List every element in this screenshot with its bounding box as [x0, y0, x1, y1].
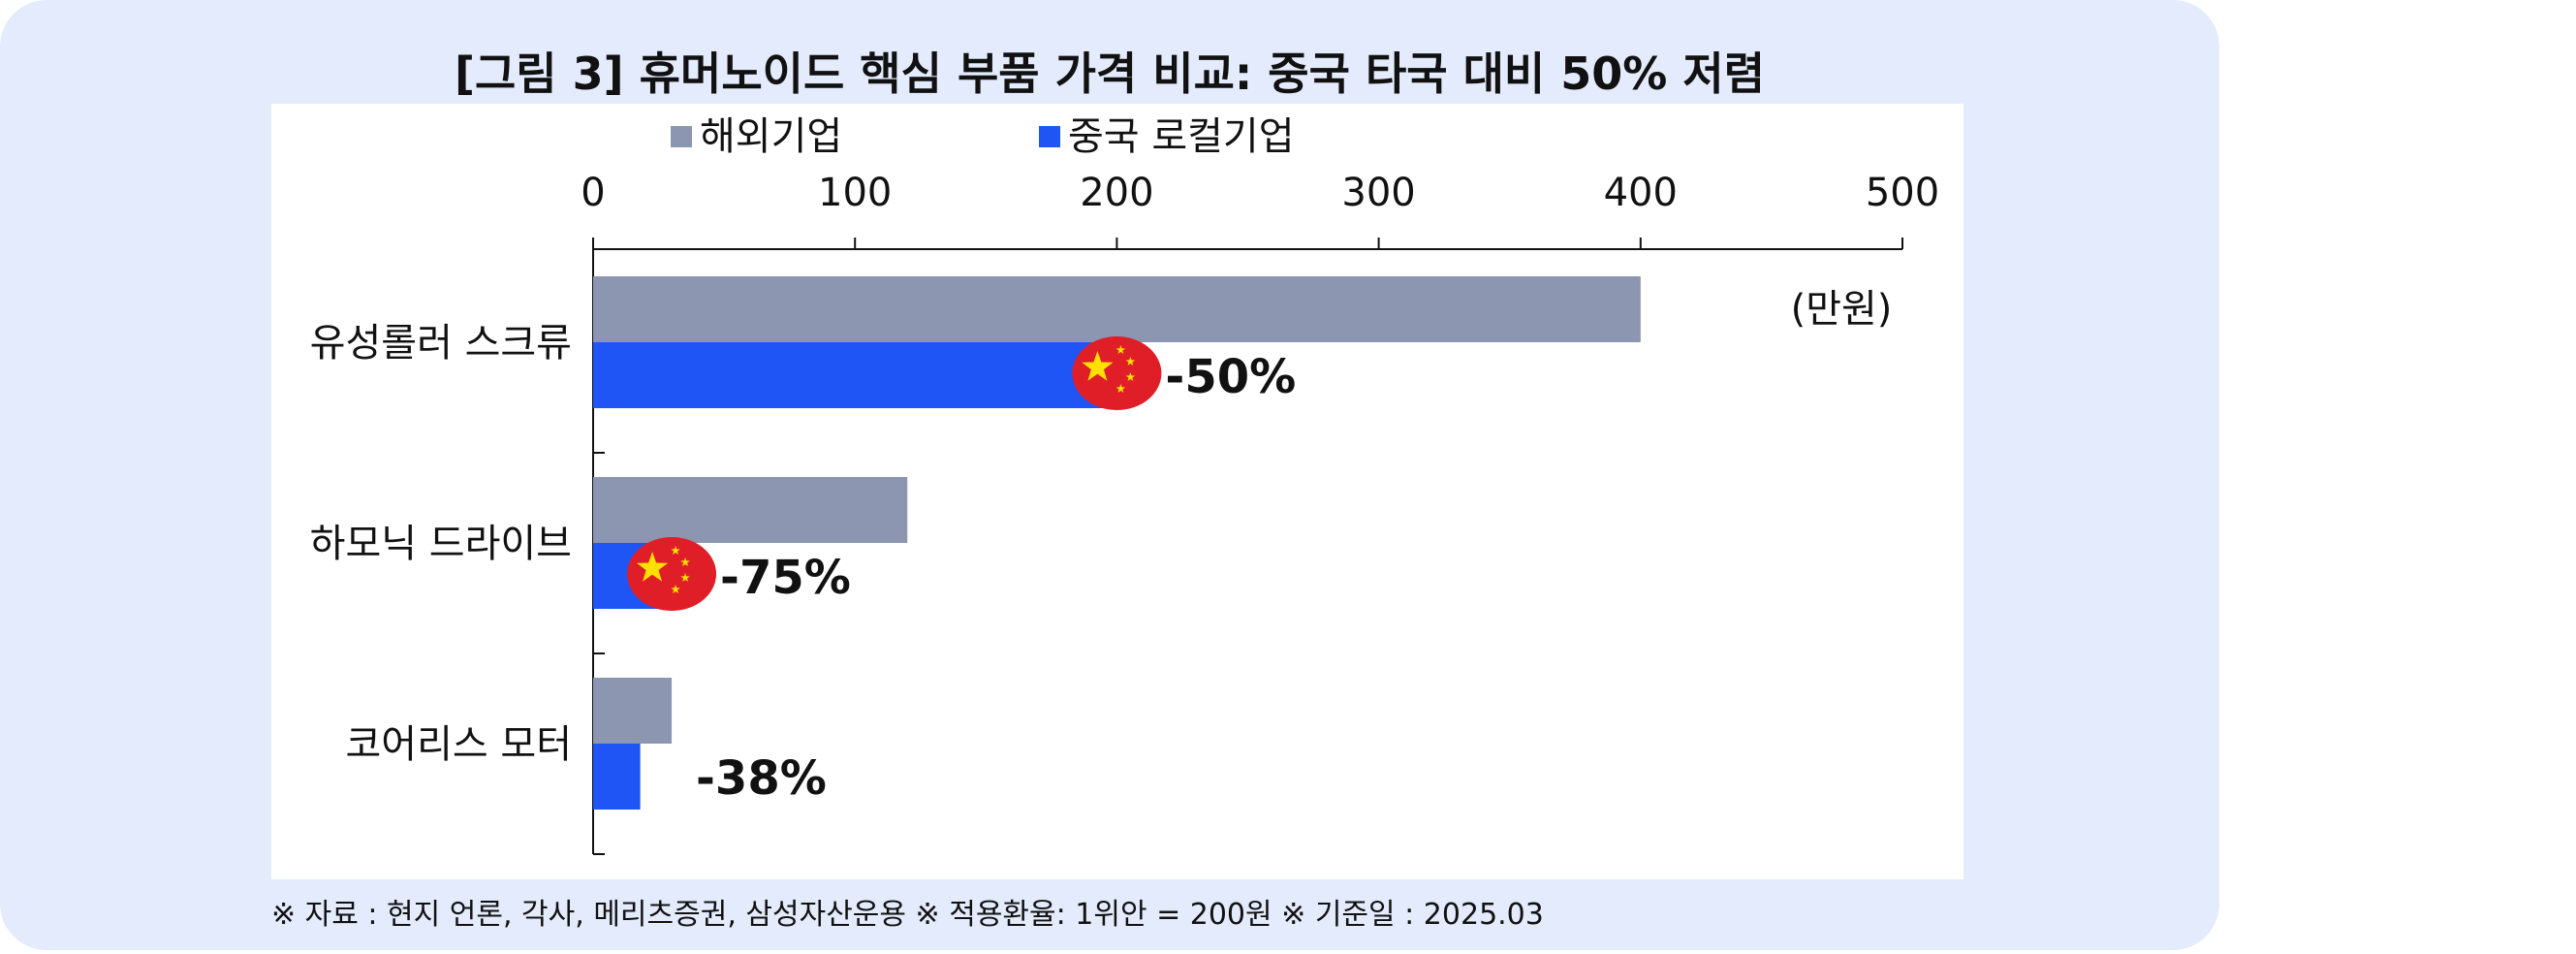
x-tick-label-5: 500 — [1866, 171, 1939, 215]
change-annotation-3: -38% — [696, 751, 827, 806]
china-flag-star-small-1-1 — [1125, 357, 1136, 366]
china-flag-star-small-2-3 — [671, 585, 680, 593]
change-annotation-1: -50% — [1165, 350, 1296, 404]
category-label-1: 유성롤러 스크류 — [310, 321, 572, 366]
x-tick-label-1: 100 — [818, 171, 892, 215]
china-flag-star-small-2-2 — [680, 573, 690, 582]
change-annotation-2: -75% — [720, 551, 851, 605]
category-label-2: 하모닉 드라이브 — [310, 522, 572, 566]
bar-overseas-2 — [593, 477, 908, 543]
china-flag-icon-1 — [1072, 336, 1162, 410]
china-flag-star-large-1 — [1082, 351, 1114, 381]
bar-china-1 — [593, 342, 1117, 408]
unit-label: (만원) — [1791, 287, 1893, 332]
chart-title: [그림 3] 휴머노이드 핵심 부품 가격 비교: 중국 타국 대비 50% 저… — [454, 48, 1766, 100]
china-flag-icon-2 — [627, 537, 717, 611]
source-note: ※ 자료 : 현지 언론, 각사, 메리츠증권, 삼성자산운용 ※ 적용환율: … — [271, 898, 1544, 932]
x-tick-label-4: 400 — [1604, 171, 1678, 215]
plot-area — [271, 104, 1963, 879]
china-flag-star-small-1-3 — [1115, 384, 1126, 393]
china-flag-star-small-2-0 — [671, 546, 680, 555]
china-flag-star-small-2-1 — [680, 557, 690, 566]
x-tick-label-2: 200 — [1080, 171, 1153, 215]
bar-overseas-3 — [593, 678, 673, 744]
legend-swatch-1 — [671, 126, 692, 147]
china-flag-star-small-1-0 — [1115, 345, 1126, 354]
legend-label-2: 중국 로컬기업 — [1068, 114, 1295, 159]
china-flag-star-small-1-2 — [1125, 372, 1136, 381]
china-flag-star-large-2 — [636, 552, 669, 582]
x-tick-label-0: 0 — [581, 171, 605, 215]
bar-overseas-1 — [593, 276, 1641, 342]
x-tick-label-3: 300 — [1341, 171, 1415, 215]
category-label-3: 코어리스 모터 — [345, 722, 572, 767]
legend-label-1: 해외기업 — [700, 114, 842, 159]
legend-swatch-2 — [1039, 126, 1060, 147]
bar-china-3 — [593, 744, 641, 810]
